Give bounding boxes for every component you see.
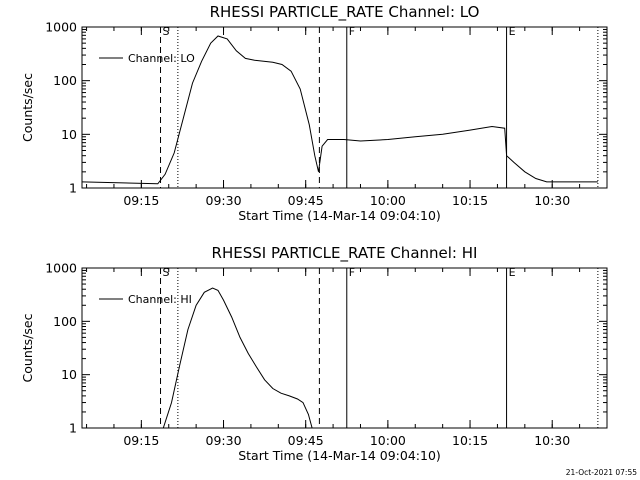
x-tick-label: 10:00 — [370, 433, 406, 448]
x-axis-label: Start Time (14-Mar-14 09:04:10) — [238, 448, 441, 463]
x-tick-label: 09:15 — [123, 193, 159, 208]
event-marker-label: E — [509, 25, 516, 38]
event-marker-label: S — [163, 25, 170, 38]
y-tick-label: 1000 — [45, 261, 77, 276]
legend-label: Channel: HI — [128, 293, 192, 306]
y-axis-label: Counts/sec — [20, 73, 35, 142]
y-tick-label: 1 — [69, 421, 77, 436]
x-tick-label: 10:30 — [534, 433, 570, 448]
y-axis-label: Counts/sec — [20, 313, 35, 382]
x-tick-label: 10:30 — [534, 193, 570, 208]
series-line — [82, 35, 598, 185]
x-tick-label: 09:15 — [123, 433, 159, 448]
x-tick-label: 10:15 — [452, 433, 488, 448]
y-tick-label: 100 — [53, 73, 77, 88]
chart-panel-1: RHESSI PARTICLE_RATE Channel: LO 09:15 09:… — [20, 3, 608, 223]
y-tick-label: 10 — [61, 367, 77, 382]
chart-panel-2: RHESSI PARTICLE_RATE Channel: HI 09:15 09:… — [20, 244, 608, 463]
series-line — [162, 287, 313, 428]
x-tick-label: 10:15 — [452, 193, 488, 208]
chart-title: RHESSI PARTICLE_RATE Channel: HI — [212, 244, 478, 263]
chart-title: RHESSI PARTICLE_RATE Channel: LO — [210, 3, 480, 22]
y-tick-label: 1000 — [45, 20, 77, 35]
x-axis-label: Start Time (14-Mar-14 09:04:10) — [238, 208, 441, 223]
footer-timestamp: 21-Oct-2021 07:55 — [566, 468, 637, 477]
plot-frame — [81, 267, 608, 429]
x-tick-label: 09:45 — [288, 433, 324, 448]
event-marker-label: E — [509, 266, 516, 279]
event-marker-label: F — [349, 25, 355, 38]
legend-label: Channel: LO — [128, 52, 195, 65]
y-tick-label: 1 — [69, 181, 77, 196]
plot-frame — [81, 26, 608, 189]
event-marker-label: S — [163, 266, 170, 279]
x-tick-label: 09:30 — [206, 433, 242, 448]
event-marker-label: F — [349, 266, 355, 279]
x-tick-label: 10:00 — [370, 193, 406, 208]
y-tick-label: 100 — [53, 314, 77, 329]
x-tick-label: 09:45 — [288, 193, 324, 208]
y-tick-label: 10 — [61, 127, 77, 142]
x-tick-label: 09:30 — [206, 193, 242, 208]
